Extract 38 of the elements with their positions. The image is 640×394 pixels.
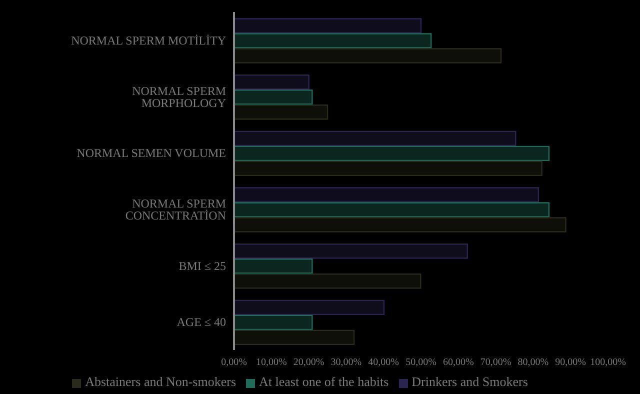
bar <box>234 146 550 162</box>
bar <box>234 160 542 176</box>
bar <box>234 48 502 64</box>
legend-label: At least one of the habits <box>259 374 389 389</box>
x-tick-label: 0,00% <box>221 357 247 368</box>
bar <box>234 89 313 105</box>
x-tick-label: 20,00% <box>293 357 324 368</box>
bar <box>234 330 355 346</box>
bar <box>234 18 422 34</box>
y-tick-label: NORMAL SEMEN VOLUME <box>76 146 226 160</box>
y-tick-label: NORMAL SPERM MOTİLİTY <box>71 33 226 48</box>
bar <box>234 314 313 330</box>
legend-label: Abstainers and Non-smokers <box>85 374 236 389</box>
bar <box>234 104 328 120</box>
legend-label: Drinkers and Smokers <box>412 374 528 389</box>
x-tick-label: 50,00% <box>406 357 436 368</box>
y-tick-label: AGE ≤ 40 <box>176 315 226 330</box>
x-tick-label: 70,00% <box>480 357 512 368</box>
bar <box>234 74 310 90</box>
x-tick-label: 10,00% <box>256 357 287 368</box>
y-tick-label: NORMAL SPERM MORPHOLOGY <box>132 84 226 110</box>
x-tick-label: 80,00% <box>518 357 549 368</box>
y-tick-label: BMI ≤ 25 <box>178 258 226 273</box>
bar <box>234 187 540 202</box>
bar <box>234 217 566 232</box>
x-tick-label: 90,00% <box>555 357 586 368</box>
bar <box>234 300 385 316</box>
x-tick-label: 60,00% <box>442 357 474 368</box>
x-tick-label: 30,00% <box>330 357 362 368</box>
x-tick-label: 40,00% <box>368 357 400 368</box>
bar <box>234 33 432 48</box>
bar <box>234 258 313 274</box>
y-tick-label: NORMAL SPERM CONCENTRATİON <box>125 196 226 222</box>
bar <box>234 130 516 146</box>
bar <box>234 243 468 259</box>
bar <box>234 273 422 289</box>
bar <box>234 202 550 218</box>
x-tick-label: 100,00% <box>590 357 626 368</box>
